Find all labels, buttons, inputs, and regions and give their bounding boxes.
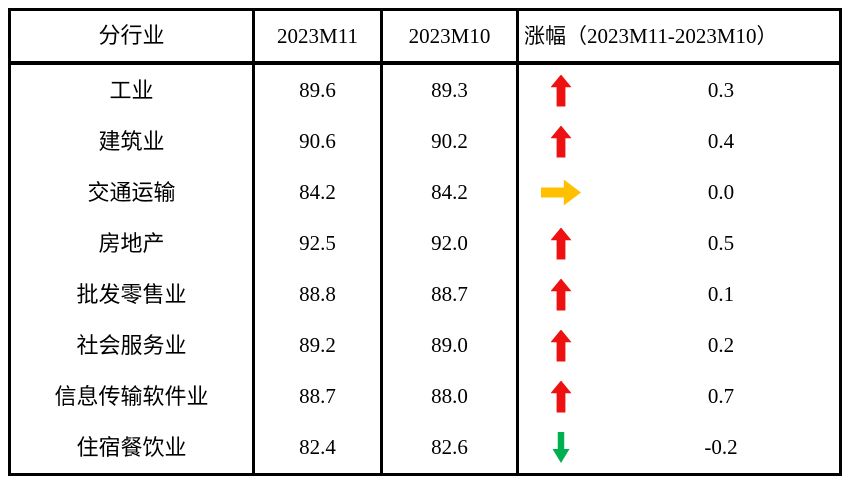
m10-value: 89.3 — [383, 65, 519, 116]
up-arrow-icon — [519, 380, 603, 413]
industry-label: 房地产 — [11, 218, 255, 269]
industry-label: 交通运输 — [11, 167, 255, 218]
table-row: 交通运输 84.2 84.2 0.0 — [11, 167, 839, 218]
m11-value: 88.8 — [255, 269, 383, 320]
up-arrow-icon — [519, 329, 603, 362]
table-row: 建筑业 90.6 90.2 0.4 — [11, 116, 839, 167]
industry-label: 批发零售业 — [11, 269, 255, 320]
right-arrow-icon — [519, 179, 603, 206]
m11-value: 92.5 — [255, 218, 383, 269]
m10-value: 92.0 — [383, 218, 519, 269]
change-cell: 0.3 — [519, 65, 839, 116]
up-arrow-icon — [519, 125, 603, 158]
change-cell: 0.5 — [519, 218, 839, 269]
industry-label: 社会服务业 — [11, 320, 255, 371]
change-value: -0.2 — [704, 435, 738, 459]
m11-value: 88.7 — [255, 371, 383, 422]
header-2023m10: 2023M10 — [383, 11, 519, 61]
industry-label: 建筑业 — [11, 116, 255, 167]
change-cell: 0.4 — [519, 116, 839, 167]
industry-label: 住宿餐饮业 — [11, 422, 255, 473]
header-2023m11: 2023M11 — [255, 11, 383, 61]
change-value: 0.2 — [707, 333, 735, 357]
table-row: 信息传输软件业 88.7 88.0 0.7 — [11, 371, 839, 422]
industry-label: 信息传输软件业 — [11, 371, 255, 422]
m11-value: 89.2 — [255, 320, 383, 371]
up-arrow-icon — [519, 74, 603, 107]
table-row: 住宿餐饮业 82.4 82.6 -0.2 — [11, 422, 839, 473]
change-value: 0.1 — [707, 282, 735, 306]
up-arrow-icon — [519, 278, 603, 311]
m10-value: 84.2 — [383, 167, 519, 218]
m10-value: 88.7 — [383, 269, 519, 320]
change-cell: 0.7 — [519, 371, 839, 422]
change-cell: -0.2 — [519, 422, 839, 473]
m10-value: 90.2 — [383, 116, 519, 167]
m10-value: 89.0 — [383, 320, 519, 371]
change-cell: 0.1 — [519, 269, 839, 320]
change-value: 0.7 — [707, 384, 735, 408]
header-change: 涨幅（2023M11-2023M10） — [524, 23, 778, 48]
change-cell: 0.2 — [519, 320, 839, 371]
down-arrow-icon — [519, 432, 603, 463]
header-industry: 分行业 — [11, 11, 255, 61]
table-row: 社会服务业 89.2 89.0 0.2 — [11, 320, 839, 371]
m11-value: 82.4 — [255, 422, 383, 473]
table-header-row: 分行业 2023M11 2023M10 涨幅（2023M11-2023M10） — [11, 11, 839, 65]
change-value: 0.0 — [707, 180, 735, 204]
m10-value: 88.0 — [383, 371, 519, 422]
change-value: 0.5 — [707, 231, 735, 255]
table-row: 批发零售业 88.8 88.7 0.1 — [11, 269, 839, 320]
industry-label: 工业 — [11, 65, 255, 116]
change-cell: 0.0 — [519, 167, 839, 218]
m11-value: 89.6 — [255, 65, 383, 116]
change-value: 0.3 — [707, 78, 735, 102]
change-value: 0.4 — [707, 129, 735, 153]
table-row: 工业 89.6 89.3 0.3 — [11, 65, 839, 116]
up-arrow-icon — [519, 227, 603, 260]
industry-change-table: 分行业 2023M11 2023M10 涨幅（2023M11-2023M10） … — [8, 8, 842, 476]
m11-value: 90.6 — [255, 116, 383, 167]
m11-value: 84.2 — [255, 167, 383, 218]
m10-value: 82.6 — [383, 422, 519, 473]
table-row: 房地产 92.5 92.0 0.5 — [11, 218, 839, 269]
